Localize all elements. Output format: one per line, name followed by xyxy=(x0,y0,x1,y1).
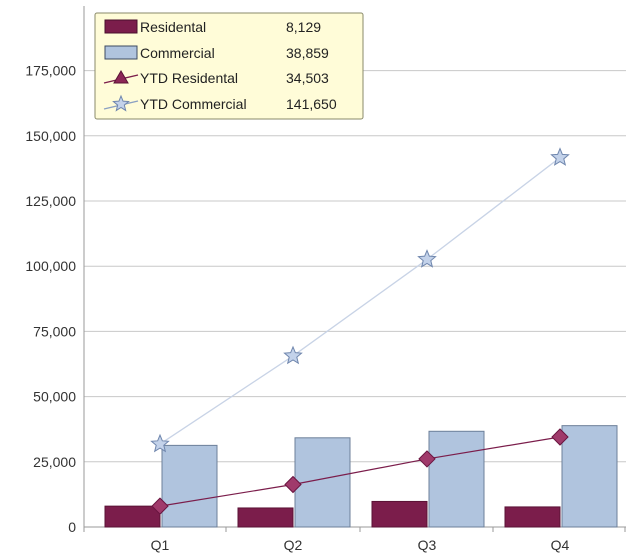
legend-value: 38,859 xyxy=(286,45,329,61)
legend-swatch-commercial xyxy=(104,45,138,60)
y-tick-label: 125,000 xyxy=(25,193,76,209)
line-ytd-residental xyxy=(159,436,561,507)
bar-residental xyxy=(371,500,428,528)
point-ytd-residental xyxy=(418,450,436,468)
bar-commercial xyxy=(428,430,485,528)
point-ytd-commercial xyxy=(283,345,303,365)
legend-value: 34,503 xyxy=(286,70,329,86)
point-ytd-commercial xyxy=(417,249,437,268)
point-ytd-residental xyxy=(284,475,302,494)
y-tick-label: 150,000 xyxy=(25,128,76,144)
x-tick-label: Q1 xyxy=(151,537,170,553)
legend-swatch-residental xyxy=(104,19,138,34)
point-ytd-commercial xyxy=(150,433,170,453)
bar-residental xyxy=(504,506,561,528)
bar-layer xyxy=(104,425,618,528)
x-tick-label: Q3 xyxy=(418,537,437,553)
y-tick-label: 100,000 xyxy=(25,258,76,274)
y-tick-label: 25,000 xyxy=(33,454,76,470)
point-ytd-residental xyxy=(151,497,169,515)
line-ytd-commercial xyxy=(159,157,561,445)
legend-value: 8,129 xyxy=(286,19,321,35)
legend-value: 141,650 xyxy=(286,96,337,112)
y-tick-label: 0 xyxy=(68,519,76,535)
x-tick-label: Q2 xyxy=(284,537,303,553)
bar-commercial xyxy=(161,444,218,528)
legend-label: YTD Commercial xyxy=(140,96,247,112)
line-layer xyxy=(150,147,570,515)
legend-marker-ytd-commercial xyxy=(112,94,130,112)
bar-commercial xyxy=(561,425,618,528)
point-ytd-residental xyxy=(551,428,569,446)
y-tick-label: 75,000 xyxy=(33,323,76,339)
point-ytd-commercial xyxy=(550,147,570,166)
legend-marker-ytd-residental xyxy=(113,70,129,84)
y-tick-label: 175,000 xyxy=(25,63,76,79)
bar-residental xyxy=(237,507,294,528)
legend-label: YTD Residental xyxy=(140,70,238,86)
x-tick-label: Q4 xyxy=(551,537,570,553)
y-tick-label: 50,000 xyxy=(33,389,76,405)
legend-label: Commercial xyxy=(140,45,215,61)
legend-box xyxy=(94,12,364,120)
legend-label: Residental xyxy=(140,19,206,35)
legend: Residental 8,129 Commercial 38,859 YTD Resid… xyxy=(94,12,364,120)
bar-residental xyxy=(104,505,161,528)
axis-layer: 0 25,000 50,000 75,000 100,000 125,000 150,000… xyxy=(25,6,626,553)
